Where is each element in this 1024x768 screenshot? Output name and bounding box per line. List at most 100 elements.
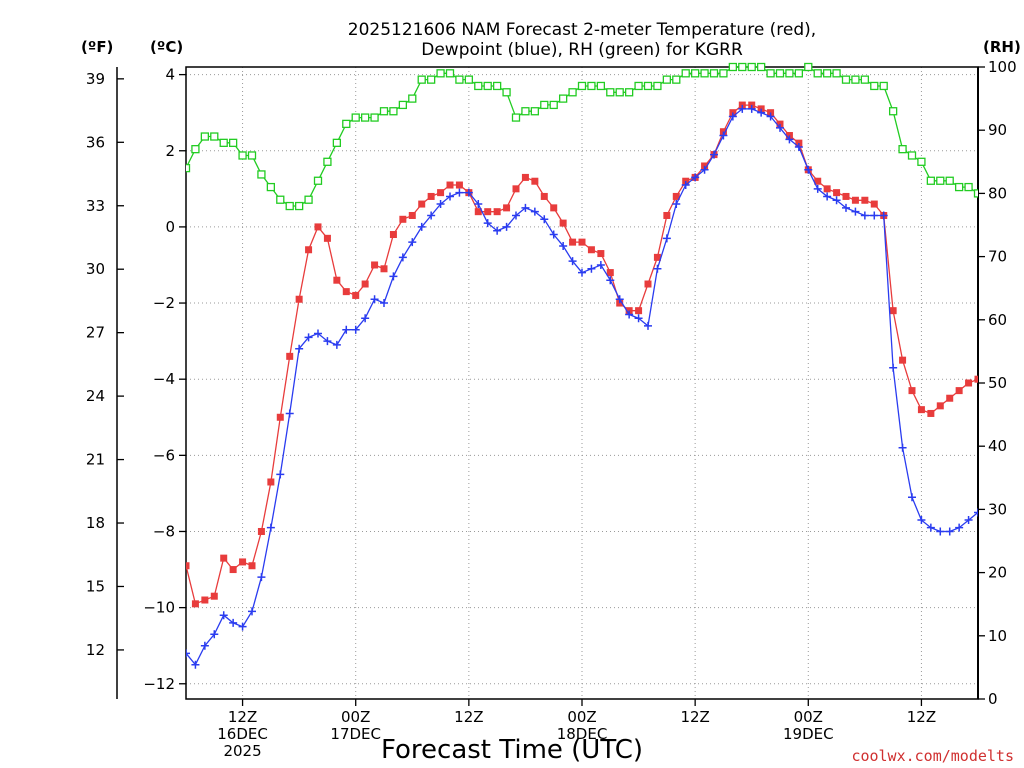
rh-point [210, 132, 219, 141]
rh-point [822, 69, 832, 78]
rh-point [596, 81, 606, 91]
temperature-point [239, 558, 247, 566]
dewpoint-point [323, 337, 332, 346]
rh-point [238, 151, 247, 160]
rh-point [832, 69, 841, 78]
dewpoint-point [832, 196, 841, 205]
rh-point [200, 132, 210, 141]
temperature-point [229, 566, 237, 574]
dewpoint-point [596, 260, 605, 269]
dewpoint-point [559, 241, 568, 250]
credit-link[interactable]: coolwx.com/modelts [851, 747, 1014, 765]
dewpoint-point [719, 131, 728, 140]
temperature-point [955, 387, 963, 395]
dewpoint-point [229, 618, 238, 627]
dewpoint-point [681, 181, 690, 190]
temperature-point [644, 280, 652, 288]
rh-point [738, 62, 747, 72]
rh-point [898, 145, 907, 154]
rh-point [690, 69, 700, 78]
x-tick-label: 17DEC [330, 725, 381, 743]
x-tick-label: 00Z [567, 708, 596, 726]
temperature-point [635, 307, 643, 315]
x-axis-label: Forecast Time (UTC) [381, 735, 643, 765]
rh-point [558, 94, 568, 103]
dewpoint-point [710, 150, 718, 159]
rh-point [474, 81, 483, 91]
temperature-point [399, 215, 407, 223]
rh-point [785, 69, 794, 78]
temperature-point [210, 592, 218, 600]
dewpoint-point [653, 264, 662, 273]
dewpoint-point [728, 112, 737, 121]
rh-point [511, 113, 521, 122]
temperature-point [191, 600, 199, 608]
grid-lines [186, 67, 978, 699]
temperature-point [833, 189, 841, 197]
temperature-point [257, 527, 265, 535]
dewpoint-point [644, 321, 652, 330]
x-tick-label: 12Z [907, 708, 936, 726]
rh-point [794, 69, 804, 78]
dewpoint-point [314, 329, 322, 338]
dewpoint-point [936, 527, 945, 536]
temperature-point [587, 246, 595, 254]
rh-point [186, 163, 191, 173]
rh-point [540, 100, 549, 110]
y-tick-label-rh: 20 [988, 564, 1007, 582]
dewpoint-point [512, 211, 520, 220]
temperature-point [569, 238, 577, 246]
rh-point [360, 113, 370, 122]
axes [116, 66, 985, 706]
rh-point [228, 138, 238, 147]
series-dewpoint [186, 104, 978, 669]
temperature-point [578, 238, 586, 246]
dewpoint-point [860, 211, 869, 220]
dewpoint-point [342, 325, 351, 334]
y-tick-label-celsius: −6 [153, 446, 175, 464]
tick-labels: 420−2−4−6−8−10−1239363330272421181512100… [86, 58, 1017, 760]
rh-point [879, 81, 888, 91]
rh-point [775, 69, 785, 78]
y-tick-label-rh: 80 [988, 184, 1007, 202]
rh-point [973, 189, 978, 198]
y-tick-label-rh: 10 [988, 627, 1007, 645]
dewpoint-point [398, 253, 407, 262]
dewpoint-line [186, 108, 978, 666]
rh-point [436, 69, 445, 78]
y-tick-label-fahrenheit: 33 [86, 197, 105, 215]
dewpoint-point [804, 165, 813, 174]
temperature-point [455, 181, 463, 189]
dewpoint-point [464, 188, 473, 197]
dewpoint-point [568, 257, 577, 266]
dewpoint-point [747, 104, 756, 113]
temperature-point [474, 208, 482, 216]
dewpoint-point [785, 135, 794, 144]
rh-point [257, 170, 266, 179]
dewpoint-point [917, 516, 926, 525]
rh-point [813, 69, 822, 78]
dewpoint-point [625, 310, 634, 319]
y-tick-label-celsius: 2 [165, 142, 175, 160]
temperature-point [323, 234, 331, 242]
dewpoint-point [238, 622, 247, 631]
dewpoint-point [493, 226, 502, 235]
dewpoint-point [908, 493, 916, 502]
y-tick-label-fahrenheit: 12 [86, 641, 105, 659]
dewpoint-point [766, 112, 775, 121]
rh-point [662, 75, 672, 84]
rh-point [851, 75, 860, 84]
temperature-point [201, 596, 209, 604]
dewpoint-point [870, 211, 879, 220]
dewpoint-point [738, 104, 747, 113]
dewpoint-point [389, 272, 398, 281]
temperature-point [672, 192, 680, 200]
dewpoint-point [587, 264, 596, 273]
dewpoint-point [427, 211, 436, 220]
rh-point [483, 81, 492, 91]
rh-point [672, 75, 681, 84]
temperature-point [342, 288, 350, 296]
rh-point [304, 195, 313, 204]
dewpoint-point [851, 207, 860, 216]
temperature-point [389, 231, 397, 239]
